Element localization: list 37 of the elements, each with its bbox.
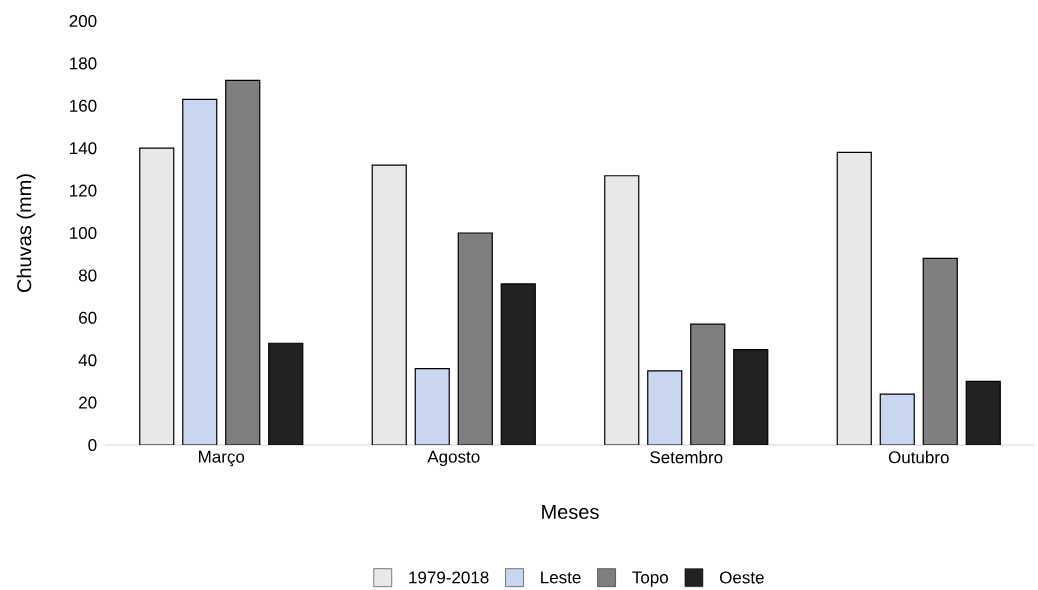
y-tick-label: 120 <box>70 184 97 197</box>
y-tick-label: 200 <box>69 14 97 28</box>
legend-label: Oeste <box>719 571 764 584</box>
legend-label: Topo <box>632 571 668 587</box>
bar <box>836 151 872 445</box>
bar <box>139 147 175 445</box>
bar <box>879 393 915 445</box>
bar <box>604 175 640 445</box>
bar <box>647 370 683 445</box>
y-tick-label: 140 <box>70 142 97 155</box>
y-axis-title: Chuvas (mm) <box>16 174 36 292</box>
bar <box>690 323 726 445</box>
bar <box>371 164 407 445</box>
y-tick-label: 80 <box>78 269 97 282</box>
x-tick-label: Agosto <box>427 450 480 467</box>
y-tick-label: 40 <box>78 354 97 367</box>
bar <box>922 257 958 445</box>
y-tick-label: 20 <box>79 396 97 409</box>
bar <box>225 79 261 445</box>
y-tick-label: 100 <box>70 226 97 240</box>
bar <box>965 380 1001 445</box>
bar <box>268 342 304 445</box>
x-tick-label: Março <box>199 450 245 467</box>
x-tick-label: Outubro <box>888 450 949 464</box>
bar <box>500 283 536 445</box>
legend-label: 1979-2018 <box>409 571 489 584</box>
y-tick-label: 0 <box>88 438 97 452</box>
x-axis-title: Meses <box>542 505 599 519</box>
legend-label: Leste <box>541 571 581 584</box>
y-tick-label: 60 <box>79 311 97 324</box>
y-tick-label: 180 <box>70 57 97 70</box>
bar <box>457 232 493 445</box>
bar <box>733 349 769 445</box>
x-tick-label: Setembro <box>650 450 723 464</box>
y-tick-label: 160 <box>70 99 97 112</box>
bar <box>414 368 450 445</box>
bar <box>182 98 218 445</box>
